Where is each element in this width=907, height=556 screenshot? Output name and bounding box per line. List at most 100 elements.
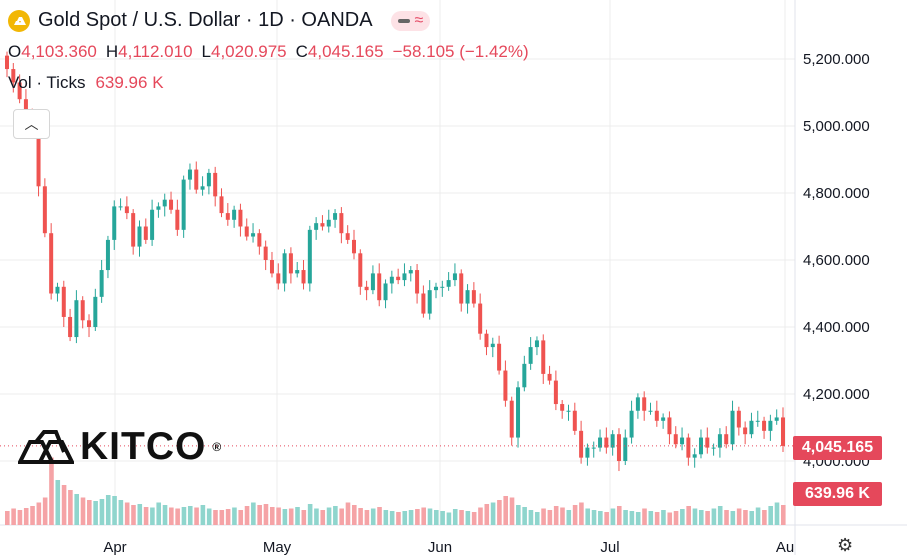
candle-body [314, 223, 319, 230]
volume-bar [497, 500, 502, 525]
candle-body [295, 270, 300, 274]
close-label: C [295, 42, 308, 61]
symbol-title: Gold Spot / U.S. Dollar · 1D · OANDA [38, 9, 373, 31]
volume-bar [307, 504, 313, 525]
candle-body [396, 276, 401, 281]
high-label: H [105, 42, 119, 61]
volume-bar [509, 497, 515, 525]
collapse-legend-button[interactable]: ︿ [13, 109, 50, 139]
candle-body [774, 417, 779, 421]
volume-bar [232, 507, 237, 525]
volume-bar [269, 507, 275, 525]
volume-bar [541, 508, 546, 525]
candle-body [471, 290, 476, 304]
candle-body [768, 420, 773, 431]
volume-bar [755, 507, 761, 525]
volume-bar [68, 490, 73, 525]
kitco-watermark: KITCO ® [18, 425, 222, 469]
volume-bar [616, 506, 622, 525]
volume-bar [383, 510, 389, 525]
volume-bar [187, 506, 193, 525]
volume-bar [724, 510, 729, 525]
candle-body [686, 437, 691, 458]
y-tick-label: 4,800.000 [803, 185, 870, 202]
settings-icon[interactable]: ⚙ [837, 535, 854, 555]
volume-bar [490, 502, 496, 525]
volume-bar [131, 505, 136, 525]
kitco-text: KITCO [80, 425, 207, 468]
candle-body [642, 397, 647, 411]
candle-body [509, 400, 514, 438]
candle-body [68, 316, 73, 338]
candle-body [181, 179, 186, 230]
candle-body [282, 253, 287, 284]
volume-bar [213, 510, 218, 525]
candle-body [383, 283, 388, 301]
volume-bar [528, 510, 534, 525]
volume-bar [49, 457, 54, 525]
candle-body [206, 172, 211, 187]
candle-body [516, 387, 521, 438]
candle-body [364, 286, 369, 291]
candle-body [440, 286, 445, 288]
volume-bar [591, 510, 597, 525]
candle-body [553, 380, 558, 405]
volume-bar [686, 506, 691, 525]
candle-body [446, 280, 451, 287]
volume-bar [345, 502, 351, 525]
candle-body [74, 300, 79, 338]
candle-body [547, 373, 552, 381]
candle-body [736, 410, 741, 428]
volume-bar [642, 508, 647, 525]
close-value: 4,045.165 [307, 42, 384, 61]
volume-bar [768, 506, 773, 525]
volume-bar [320, 510, 326, 525]
volume-bar [143, 507, 149, 525]
low-value: 4,020.975 [211, 42, 287, 61]
candle-body [654, 410, 659, 421]
high-value: 4,112.010 [118, 42, 193, 61]
volume-bar [654, 512, 660, 525]
candle-body [131, 213, 136, 247]
candle-body [23, 99, 28, 113]
volume-bar [553, 506, 559, 525]
volume-bar [610, 508, 616, 525]
volume-legend[interactable]: Vol · Ticks 639.96 K [8, 73, 164, 93]
open-label: O [8, 42, 22, 61]
candle-body [187, 169, 192, 180]
gold-bars-icon [8, 9, 30, 32]
y-tick-label: 5,200.000 [803, 51, 870, 68]
volume-bar [80, 497, 86, 525]
candle-body [156, 206, 161, 210]
volume-bar [427, 508, 433, 525]
volume-bar [301, 510, 307, 525]
candle-body [213, 172, 218, 197]
indicator-toggle[interactable]: ≈ [390, 10, 431, 31]
candle-body [402, 273, 407, 281]
candle-body [661, 417, 666, 421]
volume-bar [623, 510, 628, 525]
y-tick-label: 4,400.000 [803, 319, 870, 336]
symbol-title-row[interactable]: Gold Spot / U.S. Dollar · 1D · OANDA ≈ [8, 9, 431, 32]
volume-bar [74, 494, 79, 525]
volume-bar [339, 508, 344, 525]
candle-body [427, 290, 432, 314]
candle-body [269, 260, 274, 274]
candle-body [541, 340, 546, 374]
x-tick-label: Jun [428, 539, 452, 555]
candle-body [276, 273, 281, 284]
volume-bar [257, 505, 262, 525]
volume-bar [560, 507, 565, 525]
candle-body [522, 363, 527, 388]
candle-body [503, 370, 508, 401]
volume-bar [440, 511, 445, 525]
volume-bar [585, 508, 591, 525]
candle-body [105, 239, 110, 271]
volume-bar [377, 507, 382, 525]
candle-body [762, 420, 767, 431]
volume-bar [452, 509, 458, 525]
approx-icon: ≈ [414, 11, 424, 29]
ohlc-values: O4,103.360 H4,112.010 L4,020.975 C4,045.… [8, 42, 529, 62]
chevron-up-icon: ︿ [24, 116, 39, 132]
